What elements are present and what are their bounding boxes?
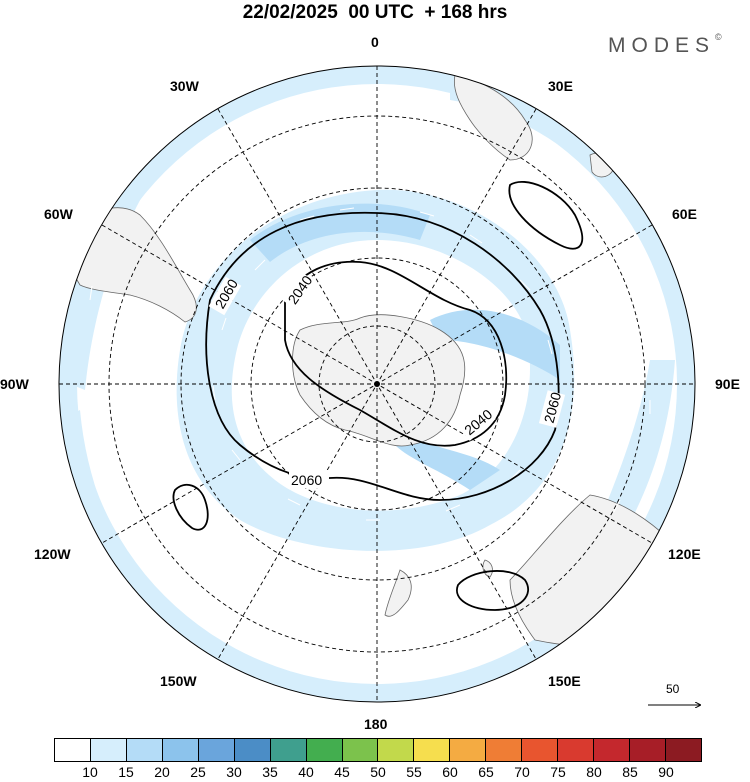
height-contours — [172, 180, 584, 611]
colorbar-tick-label: 30 — [226, 764, 242, 780]
colorbar-swatch — [486, 739, 523, 761]
contour-closed-2 — [172, 483, 209, 531]
contour-closed-3 — [456, 570, 530, 611]
colorbar-tick-label: 90 — [658, 764, 674, 780]
colorbar-labels: 10 15 20 25 30 35 40 45 50 55 60 65 70 75 80 85 90 — [54, 764, 702, 782]
lon-label-60e: 60E — [672, 206, 697, 222]
colorbar-tick-label: 70 — [514, 764, 530, 780]
colorbar-tick-label: 15 — [118, 764, 134, 780]
south-america — [68, 207, 197, 323]
lon-label-90w: 90W — [0, 376, 29, 392]
colorbar-swatch — [55, 739, 91, 761]
colorbar-swatch — [522, 739, 559, 761]
polar-stereographic-map: 2060 2040 2040 2060 2060 — [58, 65, 750, 735]
colorbar — [54, 738, 702, 762]
brand-text: MODES — [608, 34, 716, 57]
colorbar-swatch — [342, 739, 379, 761]
colorbar-tick-label: 85 — [622, 764, 638, 780]
colorbar-swatch — [198, 739, 235, 761]
madagascar — [589, 152, 615, 178]
map-title: 22/02/2025 00 UTC + 168 hrs — [242, 2, 508, 23]
colorbar-tick-label: 55 — [406, 764, 422, 780]
contour-2060-outer — [205, 211, 560, 501]
colorbar-tick-label: 80 — [586, 764, 602, 780]
colorbar-tick-label: 10 — [82, 764, 98, 780]
lon-label-30w: 30W — [170, 78, 199, 94]
colorbar-tick-label: 45 — [334, 764, 350, 780]
brand-logo: MODES© — [608, 32, 722, 58]
colorbar-swatch — [378, 739, 415, 761]
colorbar-swatch — [90, 739, 127, 761]
contour-labels: 2060 2040 2040 2060 2060 — [208, 271, 566, 488]
lon-label-0: 0 — [371, 34, 379, 50]
wind-vectors — [89, 189, 651, 521]
colorbar-swatch — [630, 739, 666, 761]
colorbar-swatch — [234, 739, 271, 761]
lon-label-120e: 120E — [668, 546, 701, 562]
map-boundary — [58, 65, 696, 703]
contour-2040 — [284, 260, 508, 447]
colorbar-tick-label: 20 — [154, 764, 170, 780]
lon-label-180: 180 — [364, 716, 388, 732]
lon-label-90e: 90E — [715, 376, 740, 392]
africa — [453, 74, 533, 161]
colorbar-swatch — [306, 739, 343, 761]
colorbar-tick-label: 60 — [442, 764, 458, 780]
colorbar-swatch — [665, 739, 701, 761]
new-zealand — [384, 569, 412, 617]
lon-label-60w: 60W — [44, 206, 73, 222]
colorbar-tick-label: 75 — [550, 764, 566, 780]
lon-label-150w: 150W — [160, 673, 197, 689]
reference-vector-label: 50 — [666, 682, 680, 696]
contour-label: 2060 — [291, 472, 322, 488]
colorbar-tick-label: 50 — [370, 764, 386, 780]
lon-label-120w: 120W — [34, 546, 71, 562]
colorbar-tick-label: 25 — [190, 764, 206, 780]
colorbar-swatch — [126, 739, 163, 761]
lon-label-150e: 150E — [548, 673, 581, 689]
colorbar-swatch — [414, 739, 451, 761]
colorbar-tick-label: 40 — [298, 764, 314, 780]
colorbar-tick-label: 65 — [478, 764, 494, 780]
colorbar-tick-label: 35 — [262, 764, 278, 780]
brand-mark: © — [715, 32, 722, 42]
lon-label-30e: 30E — [548, 78, 573, 94]
contour-closed-1 — [508, 180, 584, 250]
colorbar-swatch — [270, 739, 307, 761]
south-pole-marker — [374, 381, 380, 387]
colorbar-swatch — [162, 739, 199, 761]
contour-label: 2060 — [541, 390, 565, 424]
colorbar-swatch — [450, 739, 487, 761]
colorbar-swatch — [558, 739, 595, 761]
colorbar-swatch — [594, 739, 630, 761]
